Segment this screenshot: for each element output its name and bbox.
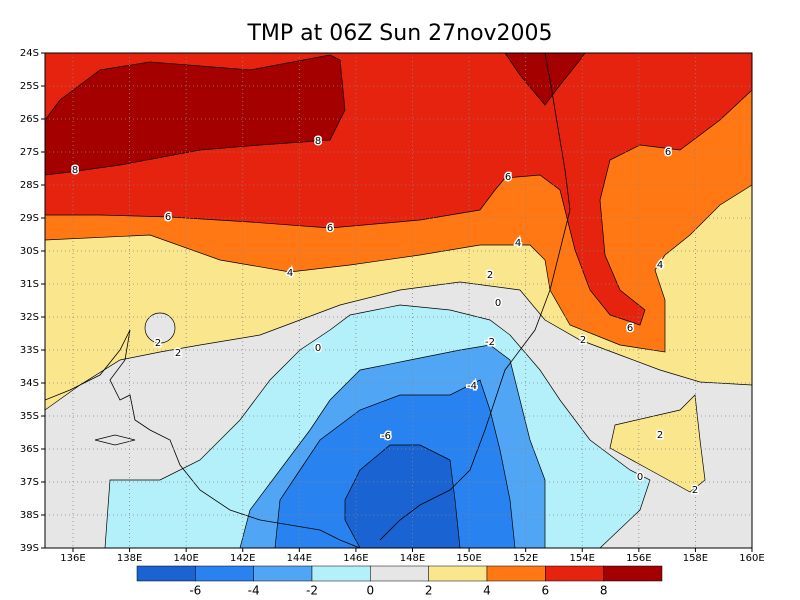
contour-label: 2 (487, 270, 493, 281)
contour-label: 6 (327, 223, 333, 234)
contour-label: 8 (315, 136, 321, 147)
coastline (45, 329, 361, 548)
lon-label: 160E (739, 553, 764, 564)
contour-label: -2 (485, 337, 495, 348)
band-fill (504, 53, 586, 106)
title: TMP at 06Z Sun 27nov2005 (246, 21, 552, 46)
contour-label: -6 (381, 431, 391, 442)
contour-label: 4 (287, 268, 293, 279)
coastline (379, 53, 571, 541)
colorbar-segment (428, 565, 488, 582)
lat-label: 32S (20, 312, 39, 323)
lon-label: 144E (287, 553, 312, 564)
lat-label: 33S (20, 345, 39, 356)
colorbar-segment (370, 565, 429, 582)
colorbar-tick-label: 0 (367, 584, 375, 598)
lat-label: 38S (20, 510, 39, 521)
band-fill (344, 444, 461, 548)
contour-labels: 8 8 6 6 6 6 6 4 4 4 2 2 2 2 2 2 0 0 0 -2… (70, 135, 699, 498)
lon-label: 154E (570, 553, 595, 564)
colorbar: -6 -4 -2 0 2 4 6 8 (136, 565, 663, 598)
lat-label: 25S (20, 81, 39, 92)
contour-label: 6 (505, 172, 511, 183)
lat-label: 27S (20, 147, 39, 158)
contour-label: -4 (467, 381, 477, 392)
contour-label: 0 (315, 343, 321, 354)
contour-label: 4 (515, 238, 521, 249)
lon-label: 142E (230, 553, 255, 564)
lat-label: 34S (20, 378, 39, 389)
contour-label: 2 (155, 338, 161, 349)
lat-label: 30S (20, 246, 39, 257)
lat-label: 37S (20, 477, 39, 488)
lon-label: 152E (513, 553, 538, 564)
contour-label: 0 (637, 472, 643, 483)
colorbar-tick-label: 6 (542, 584, 550, 598)
lon-label: 150E (456, 553, 481, 564)
lon-label: 148E (400, 553, 425, 564)
band-fill (144, 312, 176, 344)
band-fill (45, 54, 346, 176)
lon-label: 158E (683, 553, 708, 564)
colorbar-tick-label: 2 (425, 584, 433, 598)
colorbar-segment (136, 565, 196, 582)
lon-label: 140E (173, 553, 198, 564)
contour-label: 2 (580, 335, 586, 346)
contour-label: 4 (657, 260, 663, 271)
lat-label: 39S (20, 543, 39, 554)
colorbar-segment (545, 565, 604, 582)
lon-label: 146E (343, 553, 368, 564)
map-area (45, 53, 752, 548)
colorbar-segment (253, 565, 313, 582)
lat-label: 35S (20, 411, 39, 422)
colorbar-segment (195, 565, 254, 582)
colorbar-segment (311, 565, 371, 582)
colorbar-tick-label: 4 (483, 584, 491, 598)
contour-label: 0 (495, 298, 501, 309)
lat-label: 29S (20, 213, 39, 224)
lon-label: 138E (117, 553, 142, 564)
lat-label: 24S (20, 48, 39, 59)
colorbar-tick-label: -4 (248, 584, 260, 598)
band-fill (609, 394, 706, 493)
colorbar-tick-label: -2 (306, 584, 318, 598)
colorbar-segment (603, 565, 663, 582)
lat-label: 28S (20, 180, 39, 191)
colorbar-tick-label: -6 (189, 584, 201, 598)
contour-label: 2 (657, 430, 663, 441)
colorbar-segment (486, 565, 546, 582)
lon-label: 156E (626, 553, 651, 564)
contour-label: 6 (665, 147, 671, 158)
lon-label: 136E (60, 553, 85, 564)
contour-label: 8 (72, 165, 78, 176)
contour-label: 2 (692, 485, 698, 496)
contour-label: 6 (165, 212, 171, 223)
frame (44, 52, 753, 549)
lat-label: 26S (20, 114, 39, 125)
lat-label: 36S (20, 444, 39, 455)
contour-label: 2 (175, 348, 181, 359)
coastline (94, 434, 136, 446)
lat-label: 31S (20, 279, 39, 290)
contour-label: 6 (627, 323, 633, 334)
colorbar-tick-label: 8 (600, 584, 608, 598)
